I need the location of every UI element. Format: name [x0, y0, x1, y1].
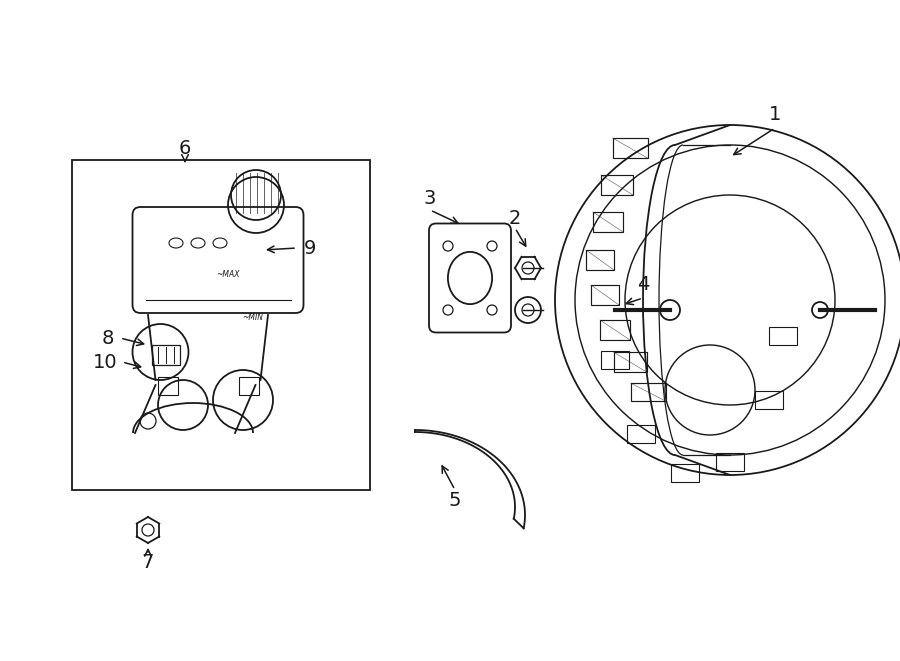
Bar: [72, 160, 370, 490]
Text: 2: 2: [508, 208, 521, 227]
Bar: [770, 327, 797, 346]
Text: 7: 7: [142, 553, 154, 572]
Text: 10: 10: [93, 352, 117, 371]
Bar: [614, 352, 646, 372]
Text: 6: 6: [179, 139, 191, 157]
Text: 9: 9: [304, 239, 316, 258]
Text: 8: 8: [102, 329, 114, 348]
Bar: [586, 250, 614, 270]
Text: ~MAX: ~MAX: [216, 270, 239, 279]
Bar: [613, 138, 647, 158]
Bar: [593, 212, 623, 232]
Text: 4: 4: [637, 276, 649, 295]
Text: 1: 1: [769, 106, 781, 124]
Bar: [601, 351, 629, 369]
Bar: [755, 391, 783, 409]
Bar: [627, 425, 655, 443]
Bar: [601, 175, 633, 195]
Text: 5: 5: [449, 490, 461, 510]
Text: 3: 3: [424, 188, 436, 208]
Bar: [158, 377, 177, 395]
Bar: [631, 383, 665, 401]
Bar: [151, 345, 179, 365]
Bar: [238, 377, 258, 395]
Bar: [591, 285, 619, 305]
Bar: [716, 453, 744, 471]
Text: ~MIN: ~MIN: [242, 313, 264, 322]
Bar: [600, 320, 630, 340]
Bar: [671, 464, 699, 483]
